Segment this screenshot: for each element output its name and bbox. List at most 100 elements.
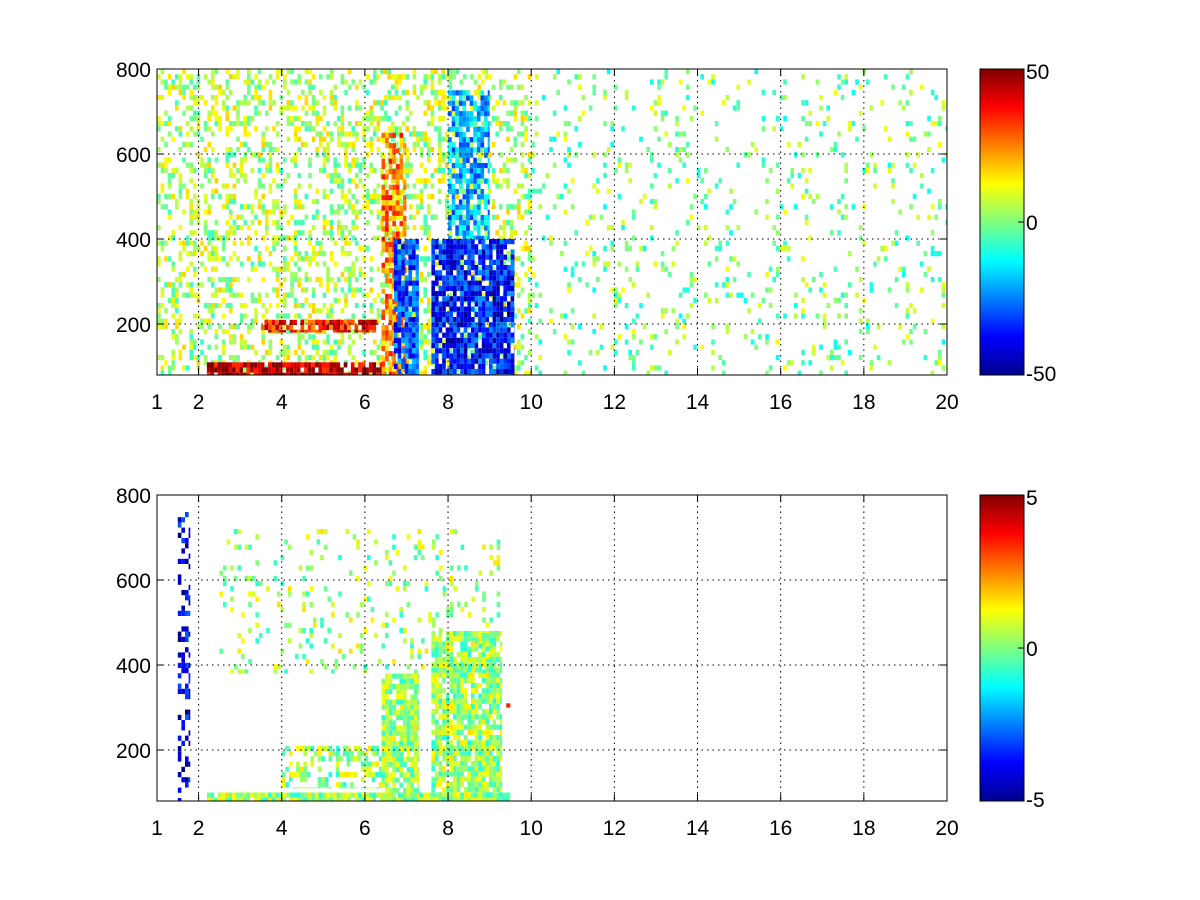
heatmap-cell <box>458 100 463 106</box>
heatmap-cell <box>308 355 312 361</box>
heatmap-cell <box>844 303 848 309</box>
heatmap-cell <box>376 209 381 215</box>
heatmap-cell <box>840 292 845 298</box>
heatmap-cell <box>360 751 365 757</box>
heatmap-cell <box>398 245 402 251</box>
heatmap-cell <box>492 327 497 333</box>
heatmap-cell <box>524 110 528 116</box>
heatmap-cell <box>905 287 910 293</box>
heatmap-cell <box>358 209 363 215</box>
heatmap-cell <box>413 709 418 716</box>
heatmap-cell <box>268 319 272 325</box>
heatmap-cell <box>268 797 272 801</box>
heatmap-cell <box>279 183 283 189</box>
heatmap-cell <box>268 330 272 333</box>
heatmap-cell <box>534 115 539 121</box>
heatmap-cell <box>232 334 237 340</box>
heatmap-cell <box>448 235 452 239</box>
heatmap-cell <box>354 792 359 798</box>
heatmap-cell <box>873 183 877 189</box>
heatmap-cell <box>322 303 327 309</box>
heatmap-cell <box>297 219 301 225</box>
heatmap-cell <box>225 303 229 309</box>
heatmap-cell <box>639 245 643 251</box>
heatmap-cell <box>578 277 582 283</box>
heatmap-cell <box>217 367 222 373</box>
heatmap-cell <box>632 235 636 241</box>
heatmap-cell <box>318 319 323 325</box>
heatmap-cell <box>531 141 535 147</box>
heatmap-cell <box>343 792 348 798</box>
heatmap-cell <box>203 126 208 132</box>
heatmap-cell <box>304 355 309 361</box>
heatmap-cell <box>160 318 165 324</box>
heatmap-cell <box>221 792 225 798</box>
heatmap-cell <box>729 204 733 210</box>
heatmap-cell <box>185 688 189 694</box>
heatmap-cell <box>299 745 304 751</box>
heatmap-cell <box>178 318 183 324</box>
heatmap-cell <box>930 204 935 210</box>
heatmap-cell <box>415 270 419 276</box>
heatmap-cell <box>376 372 380 375</box>
heatmap-cell <box>175 318 179 324</box>
heatmap-cell <box>517 277 521 283</box>
heatmap-cell <box>322 349 327 355</box>
heatmap-cell <box>297 339 301 345</box>
heatmap-cell <box>373 115 377 121</box>
heatmap-cell <box>381 751 386 757</box>
heatmap-cell <box>344 240 348 246</box>
heatmap-cell <box>232 323 237 329</box>
heatmap-cell <box>524 173 528 179</box>
heatmap-cell <box>319 308 323 314</box>
heatmap-cell <box>394 244 398 250</box>
heatmap-cell <box>496 332 500 338</box>
heatmap-cell <box>496 306 500 312</box>
heatmap-cell <box>476 178 481 184</box>
heatmap-cell <box>419 131 424 137</box>
heatmap-cell <box>467 249 471 255</box>
heatmap-cell <box>293 261 298 267</box>
heatmap-cell <box>808 167 812 173</box>
heatmap-cell <box>403 231 407 237</box>
heatmap-cell <box>405 100 409 106</box>
heatmap-cell <box>909 121 913 127</box>
heatmap-cell <box>403 314 407 320</box>
heatmap-cell <box>279 69 283 75</box>
heatmap-cell <box>517 349 521 355</box>
heatmap-cell <box>510 249 515 255</box>
heatmap-cell <box>322 95 327 101</box>
heatmap-cell <box>453 265 457 271</box>
heatmap-cell <box>480 105 485 112</box>
heatmap-cell <box>319 141 323 147</box>
heatmap-cell <box>177 532 182 538</box>
heatmap-cell <box>358 245 363 251</box>
heatmap-cell <box>178 251 183 257</box>
heatmap-cell <box>293 136 298 142</box>
heatmap-cell <box>499 95 503 101</box>
heatmap-cell <box>225 126 229 132</box>
heatmap-cell <box>460 239 464 245</box>
heatmap-cell <box>434 126 438 132</box>
heatmap-cell <box>399 158 404 164</box>
heatmap-cell <box>381 730 386 736</box>
heatmap-cell <box>804 219 809 225</box>
heatmap-cell <box>474 301 479 307</box>
heatmap-cell <box>430 110 435 116</box>
heatmap-cell <box>290 282 294 288</box>
heatmap-cell <box>534 334 539 340</box>
heatmap-cell <box>395 200 400 206</box>
heatmap-cell <box>243 313 247 319</box>
heatmap-cell <box>476 168 481 174</box>
heatmap-cell <box>657 100 661 106</box>
heatmap-cell <box>275 235 280 241</box>
heatmap-cell <box>315 240 319 246</box>
heatmap-cell <box>489 270 493 276</box>
heatmap-cell <box>328 756 333 762</box>
heatmap-cell <box>344 131 348 137</box>
heatmap-cell <box>403 169 407 175</box>
heatmap-cell <box>181 777 185 783</box>
heatmap-cell <box>362 349 366 355</box>
heatmap-cell <box>296 792 301 798</box>
heatmap-cell <box>413 756 418 762</box>
